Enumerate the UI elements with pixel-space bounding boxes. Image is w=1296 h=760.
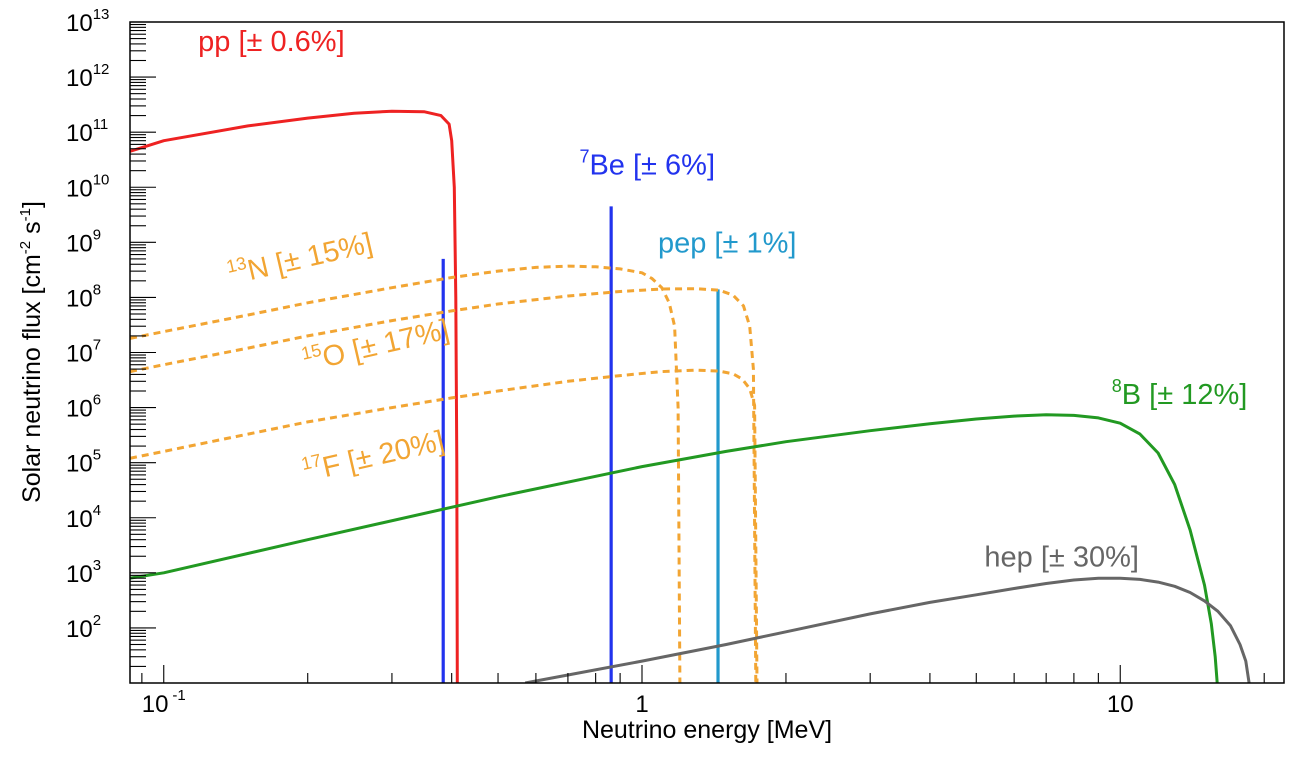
series-17f-line [130, 368, 759, 683]
series-label-pep: pep [± 1%] [658, 228, 796, 260]
y-axis-title: Solar neutrino flux [cm-2 s-1] [17, 201, 46, 503]
y-tick-label: 105 [66, 447, 101, 478]
series-label-7be: 7Be [± 6%] [579, 147, 715, 182]
y-axis-tick-labels: 102 103 104 105 106 107 108 109 1010 1011 1012 1013 [66, 6, 109, 643]
x-tick-label: 10 -1 [142, 687, 186, 718]
y-tick-label: 1011 [66, 116, 108, 147]
series-label-pp: pp [± 0.6%] [198, 26, 345, 58]
series-13n-line [130, 264, 682, 683]
series-label-hep: hep [± 30%] [984, 542, 1139, 574]
x-axis-title: Neutrino energy [MeV] [582, 716, 832, 744]
y-tick-label: 1010 [66, 171, 109, 202]
series-8b-line [130, 413, 1219, 683]
y-tick-label: 1013 [66, 6, 109, 37]
y-tick-label: 108 [66, 281, 101, 312]
plot-frame [129, 21, 1285, 684]
series-15o-line [130, 287, 758, 683]
x-tick-label: 10 [1107, 691, 1134, 718]
series-hep-line [524, 576, 1251, 683]
y-tick-label: 109 [66, 226, 101, 257]
y-tick-label: 102 [66, 612, 101, 643]
y-tick-label: 103 [66, 557, 101, 588]
y-tick-label: 106 [66, 392, 101, 423]
x-tick-label: 1 [635, 691, 648, 718]
y-tick-label: 1012 [66, 61, 109, 92]
series-pp-line [130, 109, 459, 683]
series-layer [130, 109, 1251, 683]
series-label-8b: 8B [± 12%] [1112, 376, 1248, 411]
x-axis-tick-labels: 10 -1 1 10 [142, 687, 1134, 718]
y-tick-label: 107 [66, 337, 101, 368]
minor-ticks [130, 23, 1265, 684]
y-tick-label: 104 [66, 502, 101, 533]
